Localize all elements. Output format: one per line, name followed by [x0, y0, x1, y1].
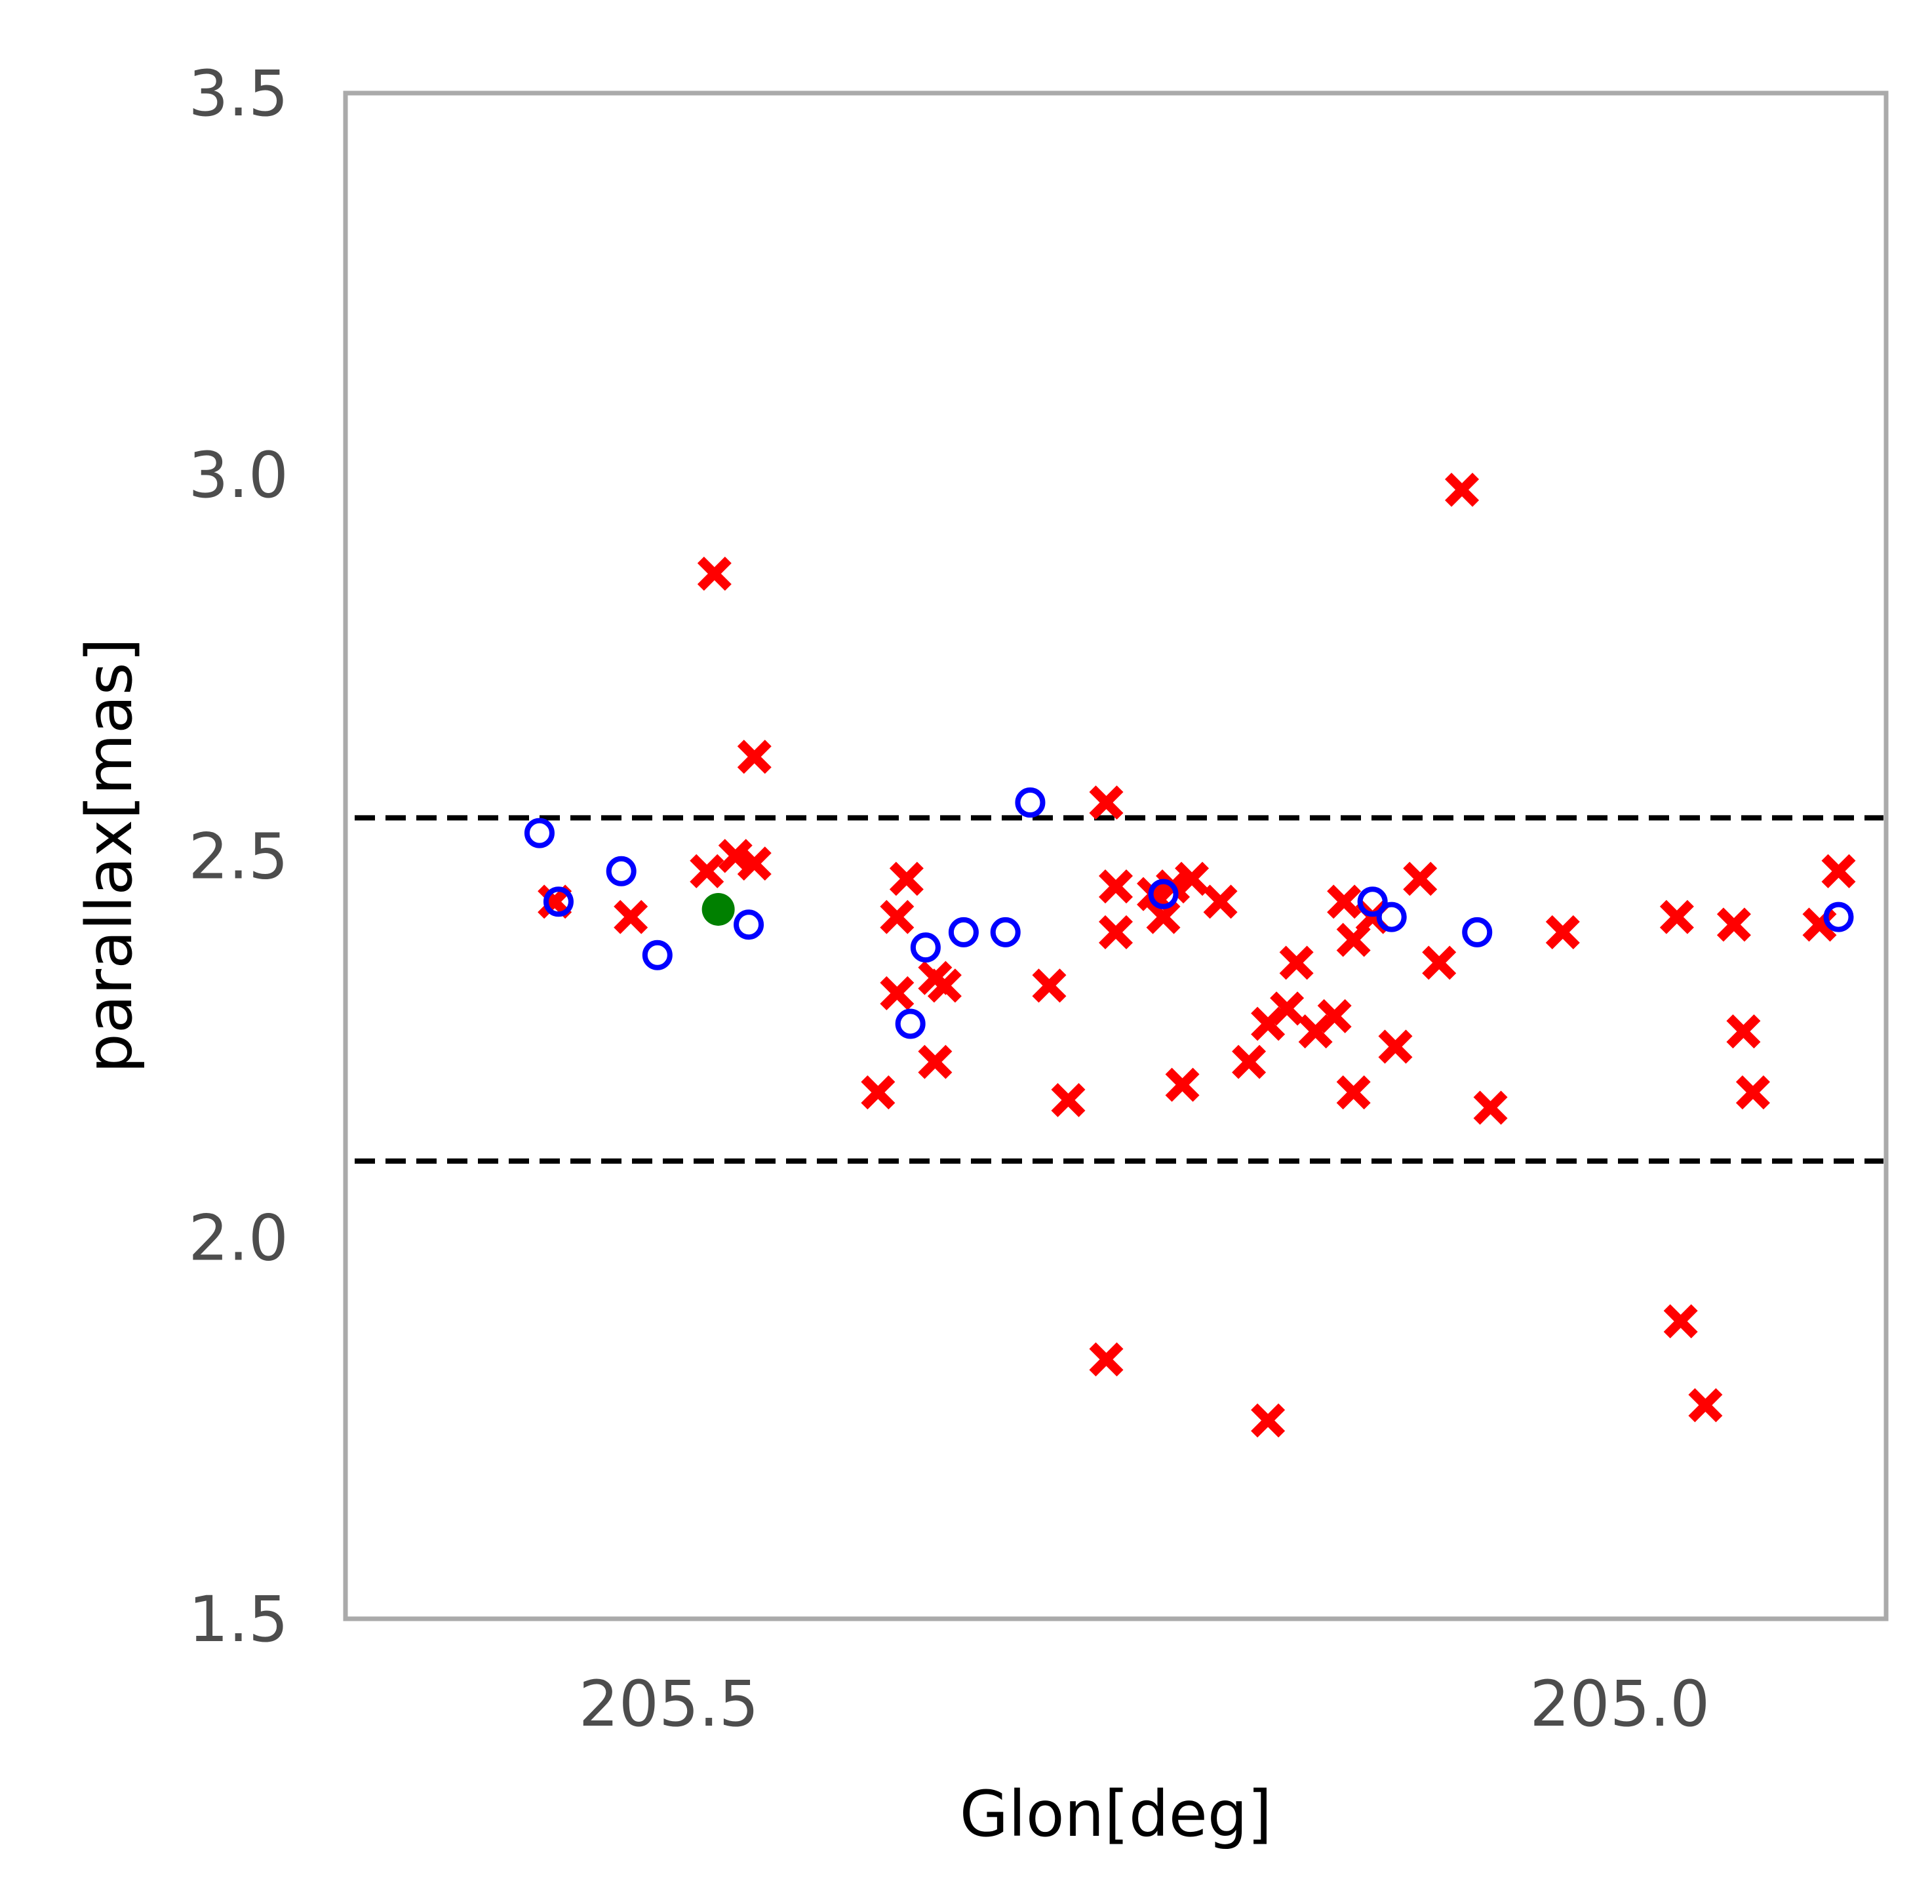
open-circle-point [910, 932, 941, 963]
x-marker-point [1663, 1304, 1698, 1339]
x-marker-point [737, 846, 772, 881]
x-marker-point [1378, 1029, 1413, 1064]
x-marker-point [1146, 900, 1181, 934]
x-marker-point [889, 862, 924, 896]
x-marker-point [1165, 1067, 1200, 1102]
open-circle-point [990, 917, 1021, 947]
x-marker-point [1659, 900, 1694, 934]
x-marker-point [1821, 854, 1856, 888]
x-marker-point [1251, 1403, 1286, 1438]
x-axis-ticks: 205.5 205.0 [579, 1667, 1710, 1741]
x-marker-point [1726, 1014, 1761, 1049]
y-tick-label: 2.0 [188, 1201, 288, 1275]
x-marker-point [918, 1044, 953, 1079]
x-marker-point [1099, 869, 1133, 904]
y-axis-title: parallax[mas] [73, 638, 146, 1073]
x-marker-point [1032, 968, 1067, 1003]
open-circle-point [543, 886, 574, 917]
x-marker-point [1089, 785, 1124, 820]
reference-lines [355, 815, 1883, 1164]
x-marker-point [1473, 1090, 1508, 1125]
x-marker-point [1270, 991, 1305, 1026]
open-circle-point [948, 917, 979, 947]
y-axis-ticks: 1.5 2.0 2.5 3.0 3.5 [188, 57, 288, 1656]
x-marker-point [1175, 862, 1210, 896]
x-marker-point [880, 976, 915, 1010]
x-marker-point [1403, 862, 1438, 896]
open-circle-point [895, 1008, 926, 1039]
y-tick-label: 3.0 [188, 439, 288, 512]
x-marker-point [927, 968, 962, 1003]
x-marker-point [1336, 1075, 1371, 1110]
x-marker-point [1279, 945, 1314, 980]
x-marker-point [690, 854, 724, 888]
x-marker-point [1716, 907, 1751, 942]
x-marker-point [861, 1075, 896, 1110]
x-tick-label: 205.0 [1529, 1667, 1710, 1741]
x-marker-point [737, 740, 772, 774]
x-marker-point [1445, 473, 1480, 507]
x-marker-point [1545, 915, 1580, 949]
x-marker-point [614, 900, 648, 934]
open-circle-point [642, 940, 673, 970]
x-marker-point [1099, 915, 1133, 949]
open-circle-point [1376, 902, 1407, 932]
y-tick-label: 3.5 [188, 57, 288, 130]
filled-circle-point [701, 892, 735, 926]
x-marker-point [1051, 1082, 1086, 1117]
x-marker-point [1232, 1044, 1267, 1079]
x-marker-point [1089, 1342, 1124, 1377]
x-marker-point [1688, 1388, 1723, 1423]
y-tick-label: 1.5 [188, 1583, 288, 1656]
data-markers [524, 473, 1856, 1438]
open-circle-point [734, 909, 764, 940]
plot-area-frame [343, 90, 1889, 1621]
open-circle-point [1357, 886, 1388, 917]
open-circle-point [1015, 787, 1046, 818]
open-circle-point [1462, 917, 1493, 947]
x-marker-point [1735, 1075, 1770, 1110]
open-circle-point [1148, 879, 1179, 909]
y-tick-label: 2.5 [188, 820, 288, 894]
open-circle-point [524, 818, 555, 848]
open-circle-point [606, 856, 637, 886]
x-marker-point [1317, 999, 1352, 1033]
x-tick-label: 205.5 [579, 1667, 759, 1741]
x-marker-point [697, 557, 732, 591]
x-marker-point [1327, 884, 1362, 919]
open-circle-point [1823, 902, 1854, 932]
x-marker-point [1422, 945, 1457, 980]
x-marker-point [880, 900, 915, 934]
x-axis-title: Glon[deg] [960, 1777, 1272, 1851]
x-marker-point [1203, 884, 1238, 919]
